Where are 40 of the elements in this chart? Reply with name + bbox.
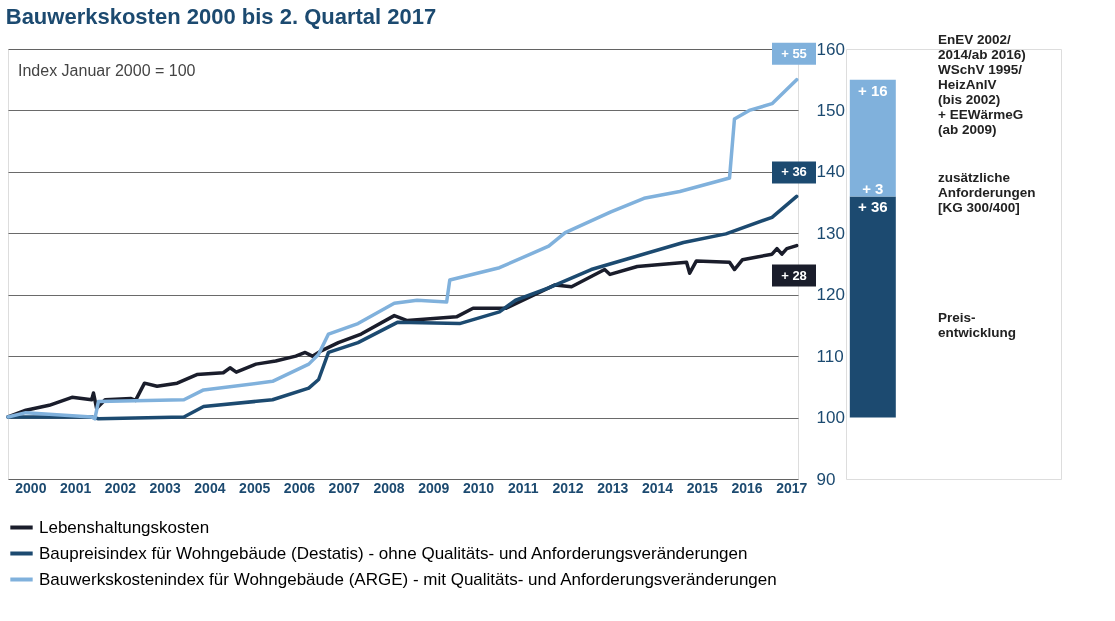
legend-label: Lebenshaltungskosten [39,517,210,537]
x-tick-label: 2017 [776,479,808,496]
annotation: + 36 [781,164,807,180]
legend-label: Baupreisindex für Wohngebäude (Destatis) - ohne Qualitäts- und Anforderungsveränderungen [39,543,748,563]
x-tick-label: 2007 [328,479,360,496]
x-tick-label: 2003 [149,479,181,496]
chart-title: Bauwerkskosten 2000 bis 2. Quartal 2017 [5,3,437,29]
x-tick-label: 2005 [239,479,271,496]
legend-label: Bauwerkskostenindex für Wohngebäude (ARGE) - mit Qualitäts- und Anforderungsveränderungen [39,569,777,589]
x-tick-label: 2015 [686,479,719,496]
x-tick-label: 2014 [641,479,674,496]
y-tick-label: 120 [816,285,845,305]
y-tick-label: 160 [816,39,845,59]
text: zusätzliche Anforderungen [KG 300/400] [938,170,1036,215]
data-label: + 16 [858,81,888,99]
x-tick-label: 2012 [552,479,584,496]
x-tick-label: 2002 [104,479,137,496]
y-tick-label: 130 [816,223,845,243]
x-tick-label: 2000 [15,479,47,496]
y-tick-label: 100 [816,408,845,428]
x-tick-label: 2010 [462,479,495,496]
x-tick-label: 2008 [373,479,405,496]
x-tick-label: 2016 [731,479,763,496]
y-tick-label: 90 [816,469,836,489]
annotation: + 28 [781,267,807,283]
annotation: Index Januar 2000 = 100 [18,62,196,79]
x-tick-label: 2006 [283,479,316,496]
x-tick-label: 2004 [194,479,226,496]
annotation: + 55 [781,45,807,61]
text: Preis- entwicklung [938,310,1017,340]
y-tick-label: 150 [816,100,845,120]
x-tick-label: 2013 [597,479,629,496]
data-label: + 36 [858,198,888,216]
y-tick-label: 140 [816,162,845,182]
data-label: + 3 [862,180,884,197]
y-tick-label: 110 [816,346,844,366]
text: EnEV 2002/ 2014/ab 2016) WSchV 1995/ HeizAnlV (bis 2002) + EEWärmeG (ab 2009) [938,32,1026,137]
x-tick-label: 2011 [508,479,539,496]
x-tick-label: 2001 [60,479,92,496]
x-tick-label: 2009 [418,479,450,496]
